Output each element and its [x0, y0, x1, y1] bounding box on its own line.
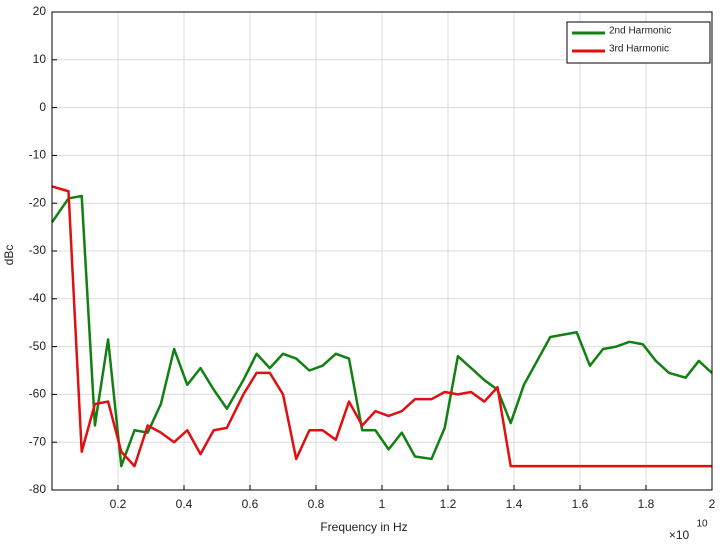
- legend-label: 2nd Harmonic: [609, 26, 671, 37]
- x-tick-label: 0.4: [176, 497, 193, 511]
- x-tick-label: 0.8: [308, 497, 325, 511]
- x-tick-label: 1.4: [506, 497, 523, 511]
- y-axis-label: dBc: [2, 245, 16, 266]
- x-tick-label: 0.2: [110, 497, 127, 511]
- series-line: [51, 185, 712, 468]
- x-multiplier-exponent: 10: [696, 519, 708, 530]
- y-tick-label: 20: [33, 4, 47, 18]
- y-tick-label: -60: [29, 387, 47, 401]
- x-tick-label: 1.6: [572, 497, 589, 511]
- y-tick-label: -80: [29, 482, 47, 496]
- y-tick-label: 10: [33, 52, 47, 66]
- x-tick-label: 1.2: [440, 497, 457, 511]
- series-line: [50, 194, 713, 468]
- y-tick-label: -30: [29, 243, 47, 257]
- x-tick-label: 2: [709, 497, 716, 511]
- y-tick-label: -50: [29, 339, 47, 353]
- y-tick-label: -40: [29, 291, 47, 305]
- legend-label: 3rd Harmonic: [609, 44, 669, 55]
- x-axis-label: Frequency in Hz: [320, 520, 407, 534]
- legend: 2nd Harmonic 3rd Harmonic: [566, 21, 711, 64]
- y-tick-label: 0: [39, 100, 46, 114]
- x-tick-label: 0.6: [242, 497, 259, 511]
- y-tick-label: -10: [29, 148, 47, 162]
- x-tick-label: 1.8: [638, 497, 655, 511]
- y-tick-label: -20: [29, 195, 47, 209]
- x-tick-label: 1: [379, 497, 386, 511]
- lines: [50, 185, 713, 468]
- y-tick-label: -70: [29, 434, 47, 448]
- legend-box: [566, 21, 711, 64]
- x-multiplier: ×10: [669, 528, 690, 542]
